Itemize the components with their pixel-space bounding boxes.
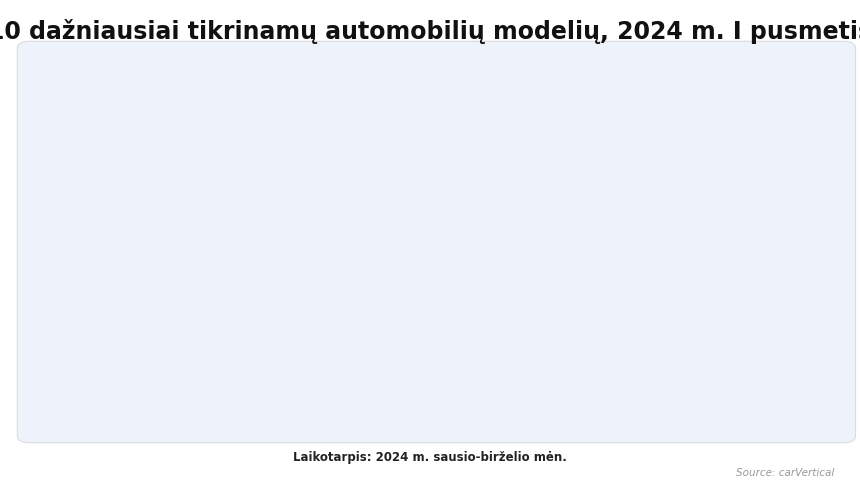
FancyBboxPatch shape [758, 341, 806, 387]
Text: 3.9 %: 3.9 % [393, 302, 437, 316]
FancyBboxPatch shape [97, 147, 145, 387]
Text: Source: carVertical: Source: carVertical [736, 468, 834, 478]
FancyBboxPatch shape [391, 236, 439, 387]
Text: 3.0 %: 3.0 % [466, 320, 510, 334]
FancyBboxPatch shape [464, 271, 512, 387]
Text: 1.2 %: 1.2 % [759, 356, 803, 370]
Text: 2.5 %: 2.5 % [540, 330, 583, 344]
FancyBboxPatch shape [685, 341, 732, 387]
Y-axis label: Ataskaitų dalis Lietuvoje, %: Ataskaitų dalis Lietuvoje, % [56, 160, 69, 324]
FancyBboxPatch shape [171, 163, 218, 387]
FancyBboxPatch shape [317, 232, 366, 387]
FancyBboxPatch shape [611, 329, 659, 387]
Text: 1.2 %: 1.2 % [686, 356, 730, 370]
Text: 4.0 %: 4.0 % [320, 300, 363, 314]
Text: 6.2 %: 6.2 % [100, 256, 143, 270]
FancyBboxPatch shape [538, 290, 586, 387]
Text: 4.4 %: 4.4 % [246, 291, 290, 305]
Text: Laikotarpis: 2024 m. sausio-birželio mėn.: Laikotarpis: 2024 m. sausio-birželio mėn… [293, 451, 567, 464]
Text: 5.8 %: 5.8 % [173, 263, 217, 277]
FancyBboxPatch shape [244, 217, 292, 387]
Text: 10 dažniausiai tikrinamų automobilių modelių, 2024 m. I pusmetis: 10 dažniausiai tikrinamų automobilių mod… [0, 19, 860, 45]
Text: 1.5 %: 1.5 % [613, 350, 657, 364]
